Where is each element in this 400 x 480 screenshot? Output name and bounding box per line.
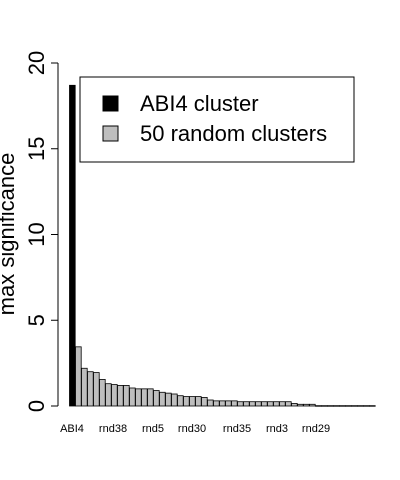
y-tick-label: 10 bbox=[24, 222, 49, 246]
y-tick-label: 20 bbox=[24, 51, 49, 75]
bar-random bbox=[123, 385, 130, 407]
bar-random bbox=[363, 405, 370, 407]
bar-random bbox=[231, 400, 238, 407]
legend-swatch-abi4 bbox=[102, 95, 119, 112]
bar-random bbox=[207, 399, 214, 407]
bar-random bbox=[99, 379, 106, 407]
bar-random bbox=[81, 367, 88, 407]
y-axis-label: max significance bbox=[0, 153, 19, 316]
bar-random bbox=[225, 400, 232, 407]
bar-random bbox=[189, 396, 196, 407]
bar-random bbox=[75, 346, 82, 407]
bar-random bbox=[315, 405, 322, 407]
legend-box bbox=[79, 76, 355, 163]
y-tick-label: 5 bbox=[24, 314, 49, 326]
bar-random bbox=[219, 400, 226, 407]
bar-random bbox=[297, 403, 304, 407]
bar-random bbox=[321, 405, 328, 407]
bar-random bbox=[255, 401, 262, 407]
legend: ABI4 cluster 50 random clusters bbox=[79, 76, 355, 163]
bar-random bbox=[141, 388, 148, 407]
bar-random bbox=[111, 384, 118, 407]
bar-random bbox=[201, 397, 208, 407]
bar-abi4 bbox=[69, 84, 76, 407]
legend-label-random: 50 random clusters bbox=[140, 121, 327, 146]
bar-random bbox=[345, 405, 352, 407]
bar-random bbox=[171, 393, 178, 407]
bar-random bbox=[165, 392, 172, 407]
bar-random bbox=[213, 400, 220, 407]
x-tick-label: rnd5 bbox=[142, 423, 164, 435]
x-tick-label: rnd30 bbox=[178, 423, 206, 435]
bar-random bbox=[309, 403, 316, 407]
bar-random bbox=[303, 403, 310, 407]
bars bbox=[69, 84, 376, 407]
x-tick-labels: ABI4 rnd38 rnd5 rnd30 rnd35 rnd3 rnd29 bbox=[60, 423, 330, 435]
bar-random bbox=[249, 401, 256, 407]
bar-random bbox=[183, 396, 190, 407]
bar-random bbox=[327, 405, 334, 407]
x-tick-label: rnd3 bbox=[266, 423, 288, 435]
bar-random bbox=[339, 405, 346, 407]
x-tick-label: rnd35 bbox=[223, 423, 251, 435]
bar-random bbox=[105, 383, 112, 407]
bar-random bbox=[93, 372, 100, 407]
x-tick-label: rnd38 bbox=[99, 423, 127, 435]
bar-random bbox=[351, 405, 358, 407]
bar-random bbox=[159, 391, 166, 407]
bar-random bbox=[291, 403, 298, 407]
bar-random bbox=[129, 387, 136, 407]
bar-random bbox=[273, 401, 280, 407]
bar-random bbox=[243, 401, 250, 407]
bar-random bbox=[369, 405, 376, 407]
legend-swatch-random bbox=[102, 125, 119, 142]
x-tick-label: ABI4 bbox=[60, 423, 84, 435]
bar-random bbox=[87, 371, 94, 407]
x-tick-label: rnd29 bbox=[302, 423, 330, 435]
bar-random bbox=[333, 405, 340, 407]
bar-random bbox=[357, 405, 364, 407]
bar-random bbox=[285, 401, 292, 407]
bar-random bbox=[195, 396, 202, 407]
bar-random bbox=[279, 401, 286, 407]
bar-random bbox=[147, 388, 154, 407]
bar-random bbox=[237, 401, 244, 407]
bar-random bbox=[261, 401, 268, 407]
bar-random bbox=[135, 388, 142, 407]
y-axis: 0 5 10 15 20 bbox=[24, 51, 59, 412]
legend-label-abi4: ABI4 cluster bbox=[140, 91, 259, 116]
bar-random bbox=[267, 401, 274, 407]
y-tick-label: 0 bbox=[24, 400, 49, 412]
bar-random bbox=[117, 385, 124, 407]
bar-random bbox=[177, 395, 184, 407]
bar-random bbox=[153, 390, 160, 407]
y-tick-label: 15 bbox=[24, 137, 49, 161]
